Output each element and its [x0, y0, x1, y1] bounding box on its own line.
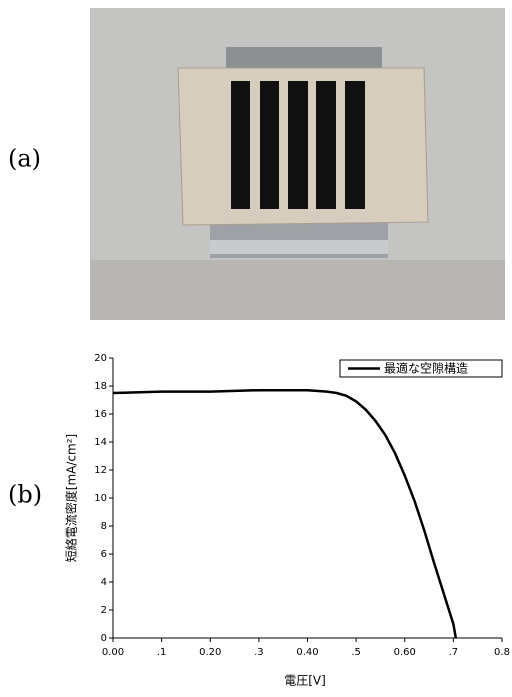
legend-label: 最適な空隙構造	[384, 361, 468, 376]
photo	[90, 8, 505, 320]
x-tick-label: .3	[254, 647, 264, 658]
data-line	[112, 388, 458, 639]
y-tick-label: 10	[94, 493, 107, 504]
y-tick-label: 12	[94, 465, 107, 476]
y-tick-label: 6	[101, 549, 107, 560]
panel-label: (a)	[8, 145, 41, 173]
y-axis-label: 短絡電流密度[mA/cm²]	[64, 434, 79, 562]
y-tick-label: 2	[101, 605, 107, 616]
x-tick-label: 0.40	[296, 647, 318, 658]
legend-box	[339, 359, 503, 378]
y-tick-label: 16	[94, 409, 107, 420]
x-tick-label: .7	[449, 647, 459, 658]
x-tick-label: 0.00	[102, 647, 124, 658]
x-tick-label: 0.8	[494, 647, 510, 658]
x-tick-label: .1	[157, 647, 167, 658]
x-tick-label: 0.60	[394, 647, 416, 658]
y-tick-label: 20	[94, 353, 107, 364]
x-axis-label: 電圧[V]	[284, 674, 326, 688]
y-tick-label: 18	[94, 381, 107, 392]
x-tick-label: 0.20	[199, 647, 221, 658]
y-tick-label: 4	[101, 577, 107, 588]
panel-label: (b)	[8, 481, 42, 509]
y-tick-label: 14	[94, 437, 107, 448]
y-tick-label: 8	[101, 521, 107, 532]
x-tick-label: .5	[351, 647, 361, 658]
y-tick-label: 0	[101, 633, 107, 644]
